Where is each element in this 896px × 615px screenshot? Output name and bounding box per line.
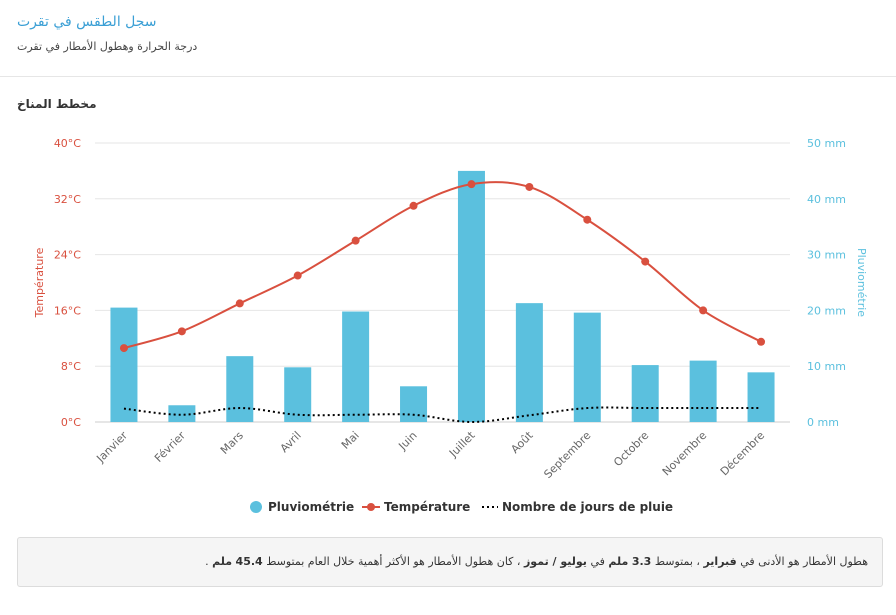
page-header: سجل الطقس في تقرت درجة الحرارة وهطول الأ… — [0, 0, 896, 77]
temperature-point — [119, 344, 128, 353]
x-tick-label: Août — [508, 428, 536, 456]
temperature-point — [235, 299, 244, 308]
max-month: يوليو / تموز — [523, 555, 587, 568]
summary-text: هطول الأمطار هو الأدنى في فبراير ، بمتوس… — [205, 555, 868, 568]
x-tick-label: Juin — [395, 429, 419, 453]
precip-bar — [631, 365, 659, 422]
section-title: مخطط المناخ — [17, 97, 97, 111]
temperature-point — [641, 257, 650, 266]
right-tick-label: 40 mm — [807, 193, 846, 206]
x-tick-label: Mars — [218, 429, 246, 457]
legend-temp-marker — [367, 503, 375, 511]
summary-note: هطول الأمطار هو الأدنى في فبراير ، بمتوس… — [17, 537, 883, 587]
left-tick-label: 24°C — [54, 249, 81, 262]
temperature-point — [409, 201, 418, 210]
precip-bar — [342, 311, 370, 422]
min-value: 3.3 — [631, 555, 652, 568]
legend-raindays-label: Nombre de jours de pluie — [502, 500, 673, 514]
precip-bar — [515, 303, 543, 422]
right-tick-label: 30 mm — [807, 249, 846, 262]
x-tick-label: Février — [152, 429, 188, 465]
temperature-point — [293, 271, 302, 280]
x-tick-label: Janvier — [93, 429, 130, 466]
precip-bar — [284, 367, 312, 422]
precip-bar — [226, 356, 254, 422]
left-tick-label: 40°C — [54, 137, 81, 150]
min-month: فبراير — [703, 555, 737, 568]
precip-bar — [400, 386, 428, 422]
temperature-point — [583, 215, 592, 224]
precip-bar — [747, 372, 775, 422]
max-value: 45.4 — [235, 555, 263, 568]
precip-bar — [168, 405, 196, 422]
precip-bar — [573, 312, 601, 422]
temperature-point — [467, 180, 476, 189]
left-tick-label: 8°C — [61, 360, 81, 373]
x-tick-label: Juillet — [446, 428, 478, 460]
legend-precip-label: Pluviométrie — [268, 500, 354, 514]
left-tick-label: 32°C — [54, 193, 81, 206]
temperature-point — [699, 306, 708, 315]
temperature-line — [123, 181, 762, 350]
x-tick-label: Mai — [339, 429, 362, 452]
temperature-point — [525, 182, 534, 191]
x-tick-label: Septembre — [541, 429, 593, 481]
legend-temp-label: Température — [384, 500, 470, 514]
left-axis-title: Température — [33, 247, 46, 318]
x-tick-label: Octobre — [611, 429, 651, 469]
temperature-point — [757, 337, 766, 346]
precip-bar — [110, 307, 138, 422]
left-tick-label: 16°C — [54, 304, 81, 317]
right-tick-label: 10 mm — [807, 360, 846, 373]
x-tick-label: Avril — [278, 429, 304, 455]
right-tick-label: 0 mm — [807, 416, 839, 429]
right-tick-label: 20 mm — [807, 304, 846, 317]
temperature-point — [177, 327, 186, 336]
temperature-point — [351, 236, 360, 245]
right-axis-title: Pluviométrie — [855, 248, 868, 317]
x-tick-label: Novembre — [660, 429, 710, 479]
precip-bar — [689, 360, 717, 422]
precip-bar — [457, 170, 485, 422]
x-tick-label: Décembre — [718, 429, 768, 479]
left-tick-label: 0°C — [61, 416, 81, 429]
climate-chart: 40°C 50 mm 32°C 40 mm 24°C 30 mm 16°C 20 mm 8°C 1… — [33, 137, 868, 514]
right-tick-label: 50 mm — [807, 137, 846, 150]
page-title: سجل الطقس في تقرت — [17, 14, 157, 30]
rain-days-line — [123, 406, 762, 424]
page-subtitle: درجة الحرارة وهطول الأمطار في تقرت — [17, 40, 198, 53]
legend-precip-marker — [250, 501, 262, 513]
